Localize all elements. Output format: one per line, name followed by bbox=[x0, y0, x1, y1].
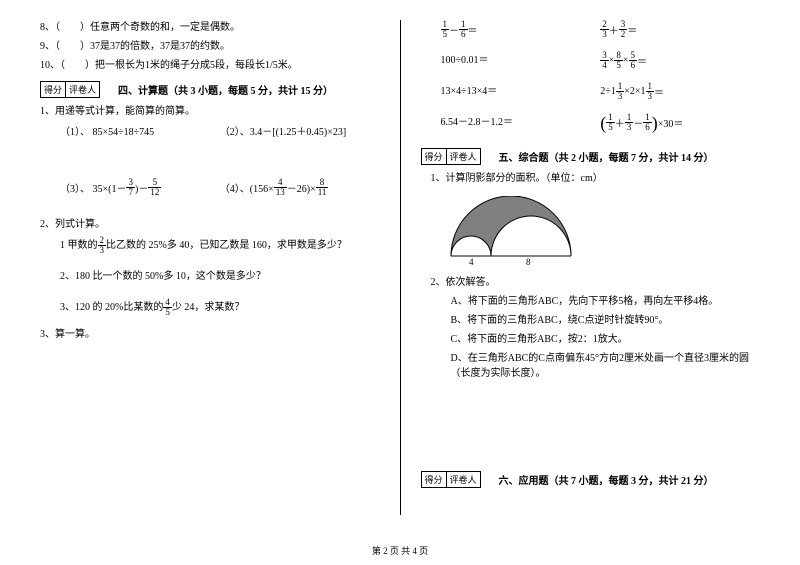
problem-1-intro: 1、用递等式计算，能简算的简算。 bbox=[40, 104, 380, 119]
right-column: 15 － 16 ＝ 23 ＋ 32 ＝ 100÷0.01＝ 34 × 85 × … bbox=[421, 20, 761, 515]
section-6-header: 得分 评卷人 六、应用题（共 7 小题，每题 3 分，共计 21 分） bbox=[421, 471, 761, 488]
question-9: 9、（ ）37是37的倍数，37是37的约数。 bbox=[40, 39, 380, 54]
section-5-header: 得分 评卷人 五、综合题（共 2 小题，每题 7 分，共计 14 分） bbox=[421, 148, 761, 165]
arc-diagram: 4 8 bbox=[441, 196, 581, 266]
grader-label: 评卷人 bbox=[447, 149, 480, 164]
section-6-title: 六、应用题（共 7 小题，每题 3 分，共计 21 分） bbox=[499, 472, 714, 487]
diagram-label-8: 8 bbox=[526, 257, 531, 266]
score-label: 得分 bbox=[422, 472, 447, 487]
problem-2-1: 1 甲数的 23 比乙数的 25%多 40，已知乙数是 160，求甲数是多少？ bbox=[40, 236, 380, 255]
section-5-q2b: B、将下面的三角形ABC，绕C点逆时针旋转90°。 bbox=[421, 313, 761, 328]
grader-label: 评卷人 bbox=[447, 472, 480, 487]
grader-label: 评卷人 bbox=[66, 82, 99, 97]
calc-1-1: 15 － 16 ＝ bbox=[421, 20, 601, 39]
left-column: 8、（ ）任意两个奇数的和，一定是偶数。 9、（ ）37是37的倍数，37是37… bbox=[40, 20, 380, 515]
section-5-q2a: A、将下面的三角形ABC，先向下平移5格，再向左平移4格。 bbox=[421, 294, 761, 309]
problem-1-3: （3）、 35×(1－ 37 )－ 512 bbox=[60, 178, 220, 197]
score-box: 得分 评卷人 bbox=[421, 471, 481, 488]
calc-3-2: 2÷1 13 ×2×1 13 ＝ bbox=[600, 82, 760, 101]
problem-1-1: （1）、 85×54÷18÷745 bbox=[60, 123, 220, 138]
score-box: 得分 评卷人 bbox=[40, 81, 100, 98]
section-5-q1: 1、计算阴影部分的面积。（单位：cm） bbox=[421, 171, 761, 186]
problem-2-intro: 2、列式计算。 bbox=[40, 217, 380, 232]
page-footer: 第 2 页 共 4 页 bbox=[0, 544, 800, 557]
problem-1-2: （2）、3.4－[(1.25＋0.45)×23] bbox=[220, 123, 380, 138]
section-5-q2c: C、将下面的三角形ABC，按2：1放大。 bbox=[421, 332, 761, 347]
calc-4-2: ( 15 ＋ 13 － 16 ) ×30＝ bbox=[600, 113, 760, 132]
score-label: 得分 bbox=[41, 82, 66, 97]
diagram-label-4: 4 bbox=[469, 257, 474, 266]
calc-4-1: 6.54－2.8－1.2＝ bbox=[421, 113, 601, 132]
score-label: 得分 bbox=[422, 149, 447, 164]
score-box: 得分 评卷人 bbox=[421, 148, 481, 165]
problem-3: 3、算一算。 bbox=[40, 327, 380, 342]
calc-1-2: 23 ＋ 32 ＝ bbox=[600, 20, 760, 39]
section-5-q2d: D、在三角形ABC的C点南偏东45°方向2厘米处画一个直径3厘米的圆（长度为实际… bbox=[421, 351, 761, 381]
question-10: 10、（ ）把一根长为1米的绳子分成5段，每段长1/5米。 bbox=[40, 58, 380, 73]
question-8: 8、（ ）任意两个奇数的和，一定是偶数。 bbox=[40, 20, 380, 35]
section-4-title: 四、计算题（共 3 小题，每题 5 分，共计 15 分） bbox=[118, 82, 333, 97]
section-5-q2: 2、依次解答。 bbox=[421, 275, 761, 290]
section-4-header: 得分 评卷人 四、计算题（共 3 小题，每题 5 分，共计 15 分） bbox=[40, 81, 380, 98]
problem-1-4: （4）、(156× 413 －26)× 811 bbox=[220, 178, 380, 197]
calc-3-1: 13×4÷13×4＝ bbox=[421, 82, 601, 101]
calc-2-2: 34 × 85 × 56 ＝ bbox=[600, 51, 760, 70]
section-5-title: 五、综合题（共 2 小题，每题 7 分，共计 14 分） bbox=[499, 149, 714, 164]
calc-2-1: 100÷0.01＝ bbox=[421, 51, 601, 70]
column-divider bbox=[400, 20, 401, 515]
problem-2-3: 3、120 的 20%比某数的 45 少 24，求某数？ bbox=[40, 298, 380, 317]
problem-2-2: 2、180 比一个数的 50%多 10，这个数是多少？ bbox=[40, 269, 380, 284]
